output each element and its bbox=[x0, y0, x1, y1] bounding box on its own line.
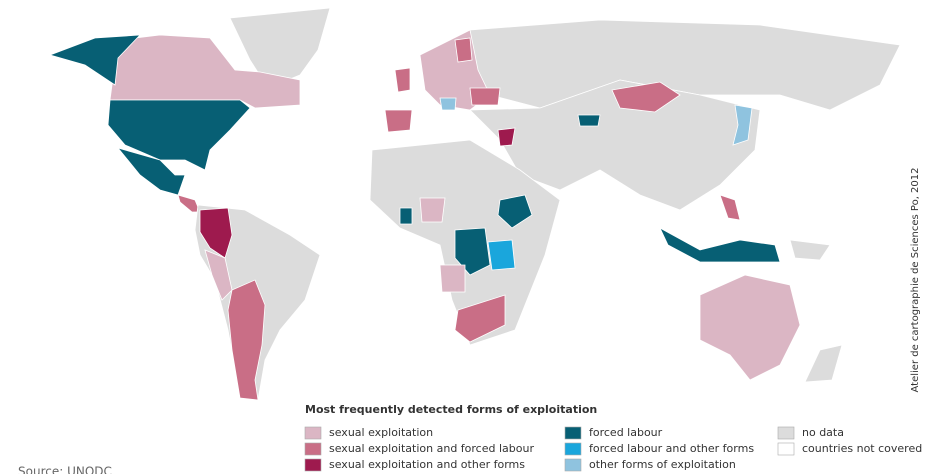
country bbox=[384, 109, 413, 133]
legend-label: sexual exploitation and forced labour bbox=[329, 442, 534, 455]
source: Source: UNODC bbox=[18, 465, 112, 474]
country bbox=[204, 249, 233, 301]
legend-label: sexual exploitation bbox=[329, 426, 433, 439]
countries bbox=[48, 7, 901, 401]
legend-label: no data bbox=[802, 426, 844, 439]
legend-swatch bbox=[564, 426, 582, 440]
legend-swatch bbox=[304, 442, 322, 456]
legend-label: sexual exploitation and other forms bbox=[329, 458, 525, 471]
country bbox=[497, 127, 516, 147]
legend-swatch bbox=[777, 442, 795, 456]
country bbox=[804, 344, 843, 383]
legend-swatch bbox=[304, 426, 322, 440]
country bbox=[719, 194, 741, 221]
legend-swatch bbox=[564, 442, 582, 456]
legend-label: forced labour and other forms bbox=[589, 442, 754, 455]
country bbox=[439, 264, 466, 293]
legend-title: Most frequently detected forms of exploi… bbox=[305, 403, 597, 416]
legend: Most frequently detected forms of exploi… bbox=[304, 403, 922, 472]
country bbox=[439, 97, 457, 111]
country bbox=[454, 37, 473, 63]
country bbox=[732, 104, 753, 146]
country bbox=[454, 227, 491, 276]
legend-swatch bbox=[777, 426, 795, 440]
country bbox=[419, 197, 446, 223]
legend-swatch bbox=[564, 458, 582, 472]
legend-label: forced labour bbox=[589, 426, 663, 439]
country bbox=[487, 239, 516, 271]
country bbox=[107, 99, 251, 171]
country bbox=[454, 294, 506, 343]
country bbox=[48, 34, 142, 86]
country bbox=[229, 7, 331, 89]
legend-label: other forms of exploitation bbox=[589, 458, 736, 471]
country bbox=[699, 274, 801, 381]
country bbox=[399, 207, 413, 225]
country bbox=[227, 279, 266, 401]
country bbox=[611, 81, 681, 113]
legend-swatch bbox=[304, 458, 322, 472]
country bbox=[177, 194, 201, 213]
country bbox=[497, 194, 533, 229]
country bbox=[116, 147, 186, 196]
country bbox=[577, 114, 601, 127]
credit: Atelier de cartographie de Sciences Po, … bbox=[910, 167, 921, 392]
country bbox=[789, 239, 831, 261]
country bbox=[469, 87, 501, 106]
country bbox=[659, 227, 781, 263]
legend-label: countries not covered bbox=[802, 442, 922, 455]
country bbox=[394, 67, 411, 93]
